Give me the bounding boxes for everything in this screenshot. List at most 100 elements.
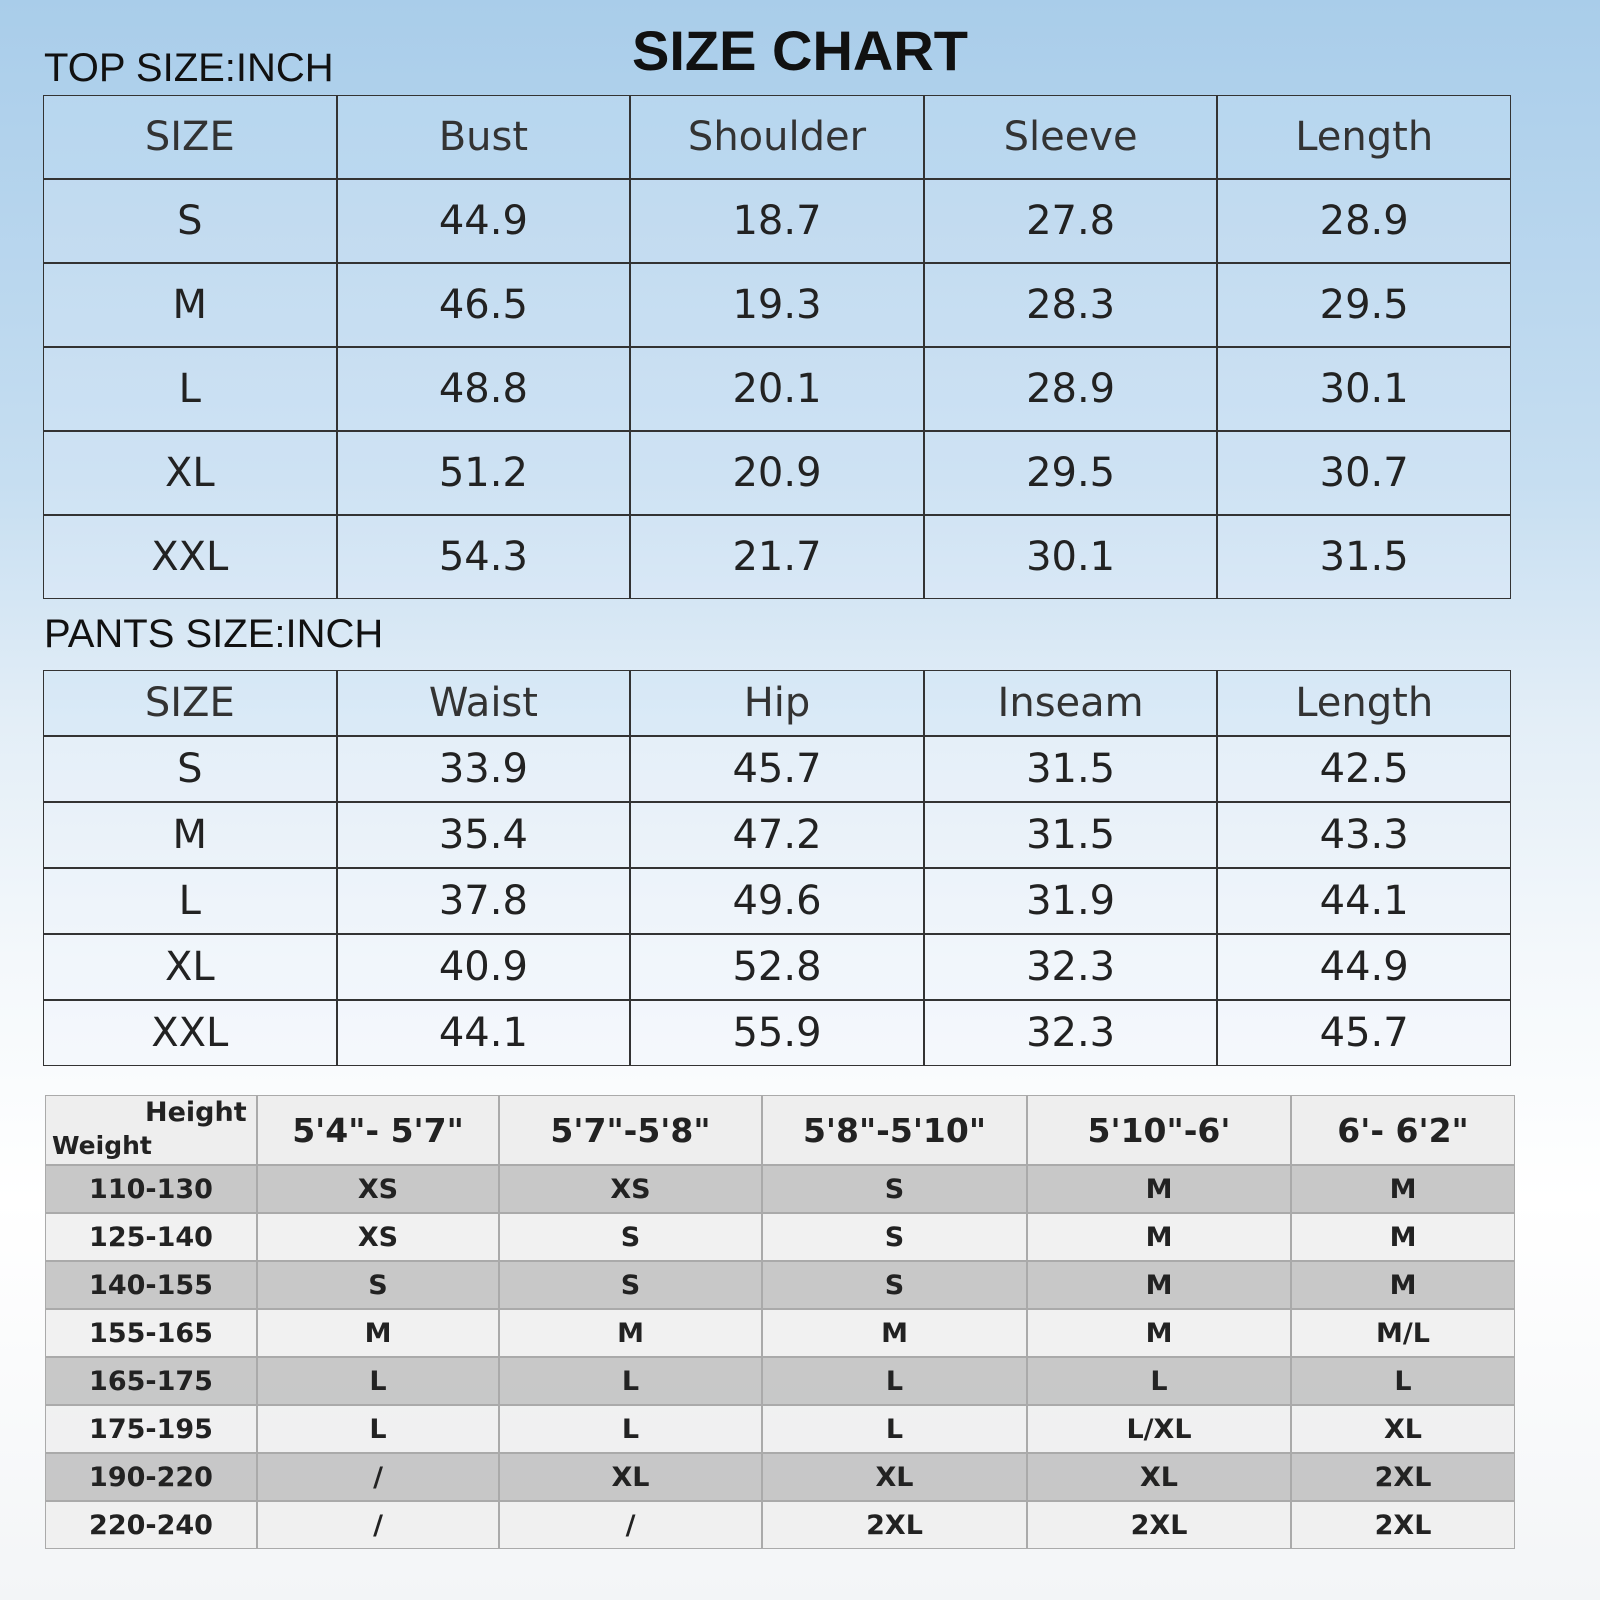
- header-cell: Waist: [336, 670, 631, 736]
- size-cell: 2XL: [762, 1501, 1027, 1549]
- size-cell: XL: [1291, 1405, 1515, 1453]
- header-cell: Sleeve: [923, 95, 1218, 179]
- header-cell: Shoulder: [630, 95, 924, 179]
- table-cell: 28.9: [1217, 179, 1511, 263]
- table-cell: 27.8: [923, 179, 1218, 263]
- size-cell: 2XL: [1027, 1501, 1291, 1549]
- header-cell: 5'4"- 5'7": [257, 1095, 499, 1165]
- table-cell: 43.3: [1217, 802, 1511, 868]
- table-cell: 21.7: [630, 515, 924, 599]
- size-cell: M: [257, 1309, 499, 1357]
- weight-cell: 125-140: [45, 1213, 257, 1261]
- title: SIZE CHART: [632, 19, 968, 82]
- size-cell: XS: [257, 1213, 499, 1261]
- table-cell: 20.1: [630, 347, 924, 431]
- table-cell: XXL: [43, 1000, 337, 1066]
- table-cell: XL: [43, 934, 337, 1000]
- size-cell: L: [1291, 1357, 1515, 1405]
- table-cell: 40.9: [336, 934, 631, 1000]
- table-cell: XXL: [43, 515, 337, 599]
- table-cell: 46.5: [336, 263, 631, 347]
- top-label: TOP SIZE:INCH: [44, 46, 334, 90]
- corner-cell: [45, 1095, 257, 1165]
- weight-cell: 110-130: [45, 1165, 257, 1213]
- size-cell: /: [499, 1501, 762, 1549]
- table-cell: 28.9: [923, 347, 1218, 431]
- size-cell: M: [1027, 1165, 1291, 1213]
- size-cell: XS: [499, 1165, 762, 1213]
- table-cell: 29.5: [923, 431, 1218, 515]
- header-cell: 6'- 6'2": [1291, 1095, 1515, 1165]
- size-cell: L/XL: [1027, 1405, 1291, 1453]
- table-cell: 35.4: [336, 802, 631, 868]
- size-cell: S: [762, 1261, 1027, 1309]
- header-cell: Length: [1217, 670, 1511, 736]
- size-cell: M: [1291, 1261, 1515, 1309]
- table-cell: L: [43, 347, 337, 431]
- size-cell: M: [1027, 1261, 1291, 1309]
- weight-cell: 220-240: [45, 1501, 257, 1549]
- header-cell: Length: [1217, 95, 1511, 179]
- size-cell: L: [257, 1405, 499, 1453]
- size-cell: M: [1291, 1165, 1515, 1213]
- size-cell: 2XL: [1291, 1453, 1515, 1501]
- table-cell: 44.9: [1217, 934, 1511, 1000]
- table-cell: 44.9: [336, 179, 631, 263]
- header-cell: Bust: [336, 95, 631, 179]
- table-cell: 20.9: [630, 431, 924, 515]
- size-cell: L: [762, 1405, 1027, 1453]
- size-cell: S: [762, 1213, 1027, 1261]
- table-cell: 32.3: [923, 934, 1218, 1000]
- size-cell: S: [499, 1261, 762, 1309]
- size-cell: L: [499, 1405, 762, 1453]
- size-cell: S: [499, 1213, 762, 1261]
- size-cell: M: [1027, 1309, 1291, 1357]
- table-cell: 51.2: [336, 431, 631, 515]
- weight-cell: 175-195: [45, 1405, 257, 1453]
- size-cell: L: [257, 1357, 499, 1405]
- table-cell: 45.7: [630, 736, 924, 802]
- table-cell: 55.9: [630, 1000, 924, 1066]
- table-cell: 19.3: [630, 263, 924, 347]
- size-cell: L: [762, 1357, 1027, 1405]
- table-cell: 45.7: [1217, 1000, 1511, 1066]
- table-cell: 31.5: [1217, 515, 1511, 599]
- table-cell: 48.8: [336, 347, 631, 431]
- corner-weight: Weight: [52, 1131, 152, 1160]
- pants-label: PANTS SIZE:INCH: [44, 612, 384, 656]
- table-cell: 18.7: [630, 179, 924, 263]
- size-cell: S: [762, 1165, 1027, 1213]
- table-cell: S: [43, 179, 337, 263]
- size-cell: XL: [1027, 1453, 1291, 1501]
- table-cell: 49.6: [630, 868, 924, 934]
- table-cell: S: [43, 736, 337, 802]
- size-cell: XL: [499, 1453, 762, 1501]
- header-cell: Hip: [630, 670, 924, 736]
- size-cell: S: [257, 1261, 499, 1309]
- size-cell: XS: [257, 1165, 499, 1213]
- table-cell: 42.5: [1217, 736, 1511, 802]
- header-cell: 5'8"-5'10": [762, 1095, 1027, 1165]
- table-cell: 33.9: [336, 736, 631, 802]
- table-cell: 28.3: [923, 263, 1218, 347]
- table-cell: 29.5: [1217, 263, 1511, 347]
- corner-height: Height: [145, 1097, 247, 1128]
- table-cell: 31.5: [923, 736, 1218, 802]
- table-cell: 52.8: [630, 934, 924, 1000]
- table-cell: 32.3: [923, 1000, 1218, 1066]
- header-cell: Inseam: [923, 670, 1218, 736]
- table-cell: 30.7: [1217, 431, 1511, 515]
- table-cell: L: [43, 868, 337, 934]
- table-cell: 30.1: [1217, 347, 1511, 431]
- weight-cell: 155-165: [45, 1309, 257, 1357]
- size-cell: XL: [762, 1453, 1027, 1501]
- size-cell: /: [257, 1453, 499, 1501]
- size-cell: L: [499, 1357, 762, 1405]
- table-cell: 54.3: [336, 515, 631, 599]
- table-cell: 30.1: [923, 515, 1218, 599]
- table-cell: 44.1: [1217, 868, 1511, 934]
- table-cell: XL: [43, 431, 337, 515]
- size-cell: M/L: [1291, 1309, 1515, 1357]
- table-cell: 31.9: [923, 868, 1218, 934]
- header-cell: 5'7"-5'8": [499, 1095, 762, 1165]
